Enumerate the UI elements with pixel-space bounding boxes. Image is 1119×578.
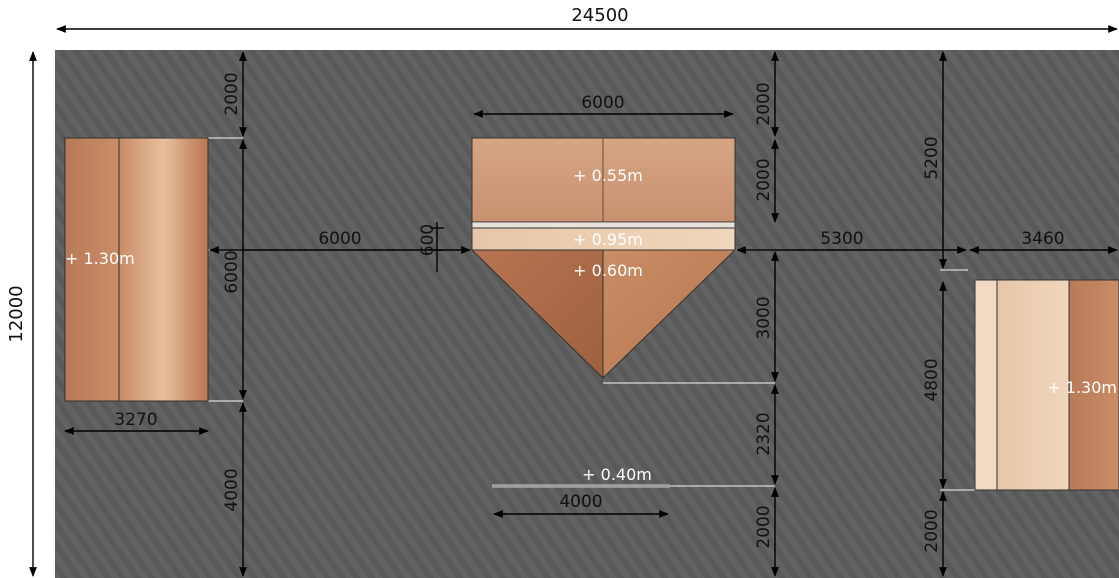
center-step-elevation: + 0.95m: [573, 230, 643, 249]
center-width-label: 6000: [581, 93, 624, 113]
center-to-right-label: 5300: [820, 229, 863, 249]
right-obstacle-height-label: 4800: [922, 358, 942, 401]
dimension-lines: [29, 25, 1118, 577]
overall-width-label: 24500: [571, 5, 628, 26]
rail-length-label: 4000: [559, 492, 602, 512]
right-obstacle-elevation: + 1.30m: [1047, 378, 1117, 397]
center-box-depth-label: 2000: [754, 158, 774, 201]
left-obstacle-height-label: 6000: [222, 250, 242, 293]
center-box-elevation: + 0.55m: [573, 166, 643, 185]
left-obstacle-width-label: 3270: [114, 410, 157, 430]
center-step-depth-label: 600: [418, 224, 438, 256]
center-top-gap-label: 2000: [754, 82, 774, 125]
top-left-gap-label: 2000: [222, 72, 242, 115]
right-bottom-gap-label: 2000: [922, 509, 942, 552]
right-top-gap-label: 5200: [922, 136, 942, 179]
overall-height-label: 12000: [6, 285, 27, 342]
rail-elevation: + 0.40m: [582, 465, 652, 484]
right-obstacle: [974, 279, 1119, 491]
dimension-labels: 24500 12000 2000 6000 4000 3270 6000 600…: [6, 5, 1065, 553]
center-to-rail-label: 2320: [754, 412, 774, 455]
rail-bottom-gap-label: 2000: [754, 505, 774, 548]
center-triangle: [470, 249, 737, 380]
right-obstacle-width-label: 3460: [1021, 229, 1064, 249]
center-triangle-depth-label: 3000: [754, 296, 774, 339]
elevation-labels: + 1.30m + 0.55m + 0.95m + 0.60m + 0.40m …: [65, 166, 1117, 484]
left-obstacle-elevation: + 1.30m: [65, 249, 135, 268]
left-obstacle: [64, 137, 209, 402]
center-triangle-elevation: + 0.60m: [573, 261, 643, 280]
center-box: [471, 137, 736, 251]
left-bottom-gap-label: 4000: [222, 468, 242, 511]
left-to-center-label: 6000: [318, 229, 361, 249]
